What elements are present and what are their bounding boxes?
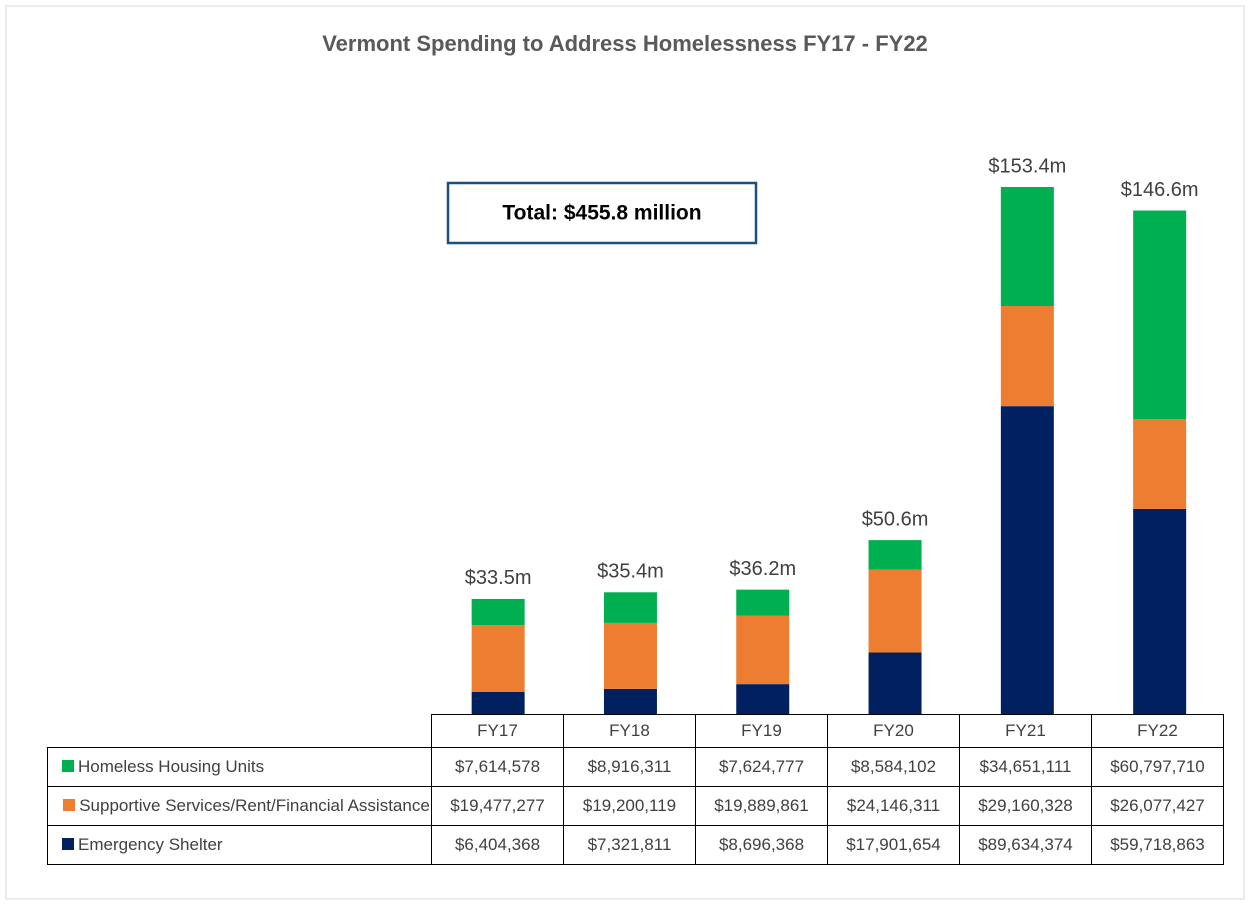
table-row: Homeless Housing Units $7,614,578 $8,916,3… [47,747,1224,787]
legend-entry: Supportive Services/Rent/Financial Assis… [47,786,432,826]
bar-segment [736,684,790,714]
table-row: Emergency Shelter $6,404,368 $7,321,811 $8,… [47,825,1224,865]
bar-segment [471,625,525,693]
table-value: $7,624,777 [695,747,828,787]
bar-segment [1133,508,1187,714]
bar-segment [868,540,922,570]
legend-entry: Emergency Shelter [47,825,432,865]
x-tick-label: FY19 [695,714,828,748]
bar-segment [868,652,922,714]
total-label: $33.5m [465,567,532,589]
bar-segment [1000,406,1054,714]
table-value: $89,634,374 [959,825,1092,865]
x-tick-label: FY22 [1091,714,1224,748]
annotation: Total: $455.8 million [502,202,701,225]
table-value: $24,146,311 [827,786,960,826]
bar-segment [1133,210,1187,420]
legend-entry: Homeless Housing Units [47,747,432,787]
table-value: $19,889,861 [695,786,828,826]
total-label: $50.6m [862,508,929,530]
legend-label: Homeless Housing Units [78,757,265,776]
legend-swatch [62,760,74,772]
bar-segment [603,622,657,689]
bar-segment [868,569,922,653]
x-tick-label: FY17 [431,714,564,748]
total-label: $146.6m [1121,179,1199,201]
total-label: $36.2m [729,558,796,580]
total-label: $35.4m [597,561,664,583]
table-row: Supportive Services/Rent/Financial Assis… [47,786,1224,826]
table-value: $29,160,328 [959,786,1092,826]
table-corner [48,715,432,748]
table-value: $8,696,368 [695,825,828,865]
total-label: $153.4m [988,155,1066,177]
legend-label: Supportive Services/Rent/Financial Assis… [79,796,430,815]
bar-segment [1000,306,1054,407]
legend-label: Emergency Shelter [78,835,223,854]
chart-title: Vermont Spending to Address Homelessness… [322,31,928,56]
bar-segment [1000,187,1054,307]
bar-segment [1133,419,1187,509]
legend-swatch [63,799,76,811]
bar-segment [736,615,790,685]
bar-segment [603,688,657,714]
data-table: FY17 FY18 FY19 FY20 FY21 FY22 Homeless Housing… [47,714,1224,865]
chart-border [5,5,1245,900]
bar-segment [471,692,525,714]
table-value: $60,797,710 [1091,747,1224,787]
table-value: $34,651,111 [959,747,1092,787]
x-tick-label: FY20 [827,714,960,748]
bar-segment [471,598,525,626]
table-value: $8,916,311 [563,747,696,787]
table-value: $59,718,863 [1091,825,1224,865]
legend-swatch [62,838,74,850]
table-value: $8,584,102 [827,747,960,787]
table-value: $19,477,277 [431,786,564,826]
x-tick-label: FY21 [959,714,1092,748]
annotation-box [446,181,758,245]
table-value: $17,901,654 [827,825,960,865]
table-value: $26,077,427 [1091,786,1224,826]
table-value: $7,614,578 [431,747,564,787]
bar-segment [736,589,790,616]
bar-segment [603,592,657,623]
table-value: $7,321,811 [563,825,696,865]
table-header-row: FY17 FY18 FY19 FY20 FY21 FY22 [48,714,1224,748]
table-value: $6,404,368 [431,825,564,865]
x-tick-label: FY18 [563,714,696,748]
table-value: $19,200,119 [563,786,696,826]
